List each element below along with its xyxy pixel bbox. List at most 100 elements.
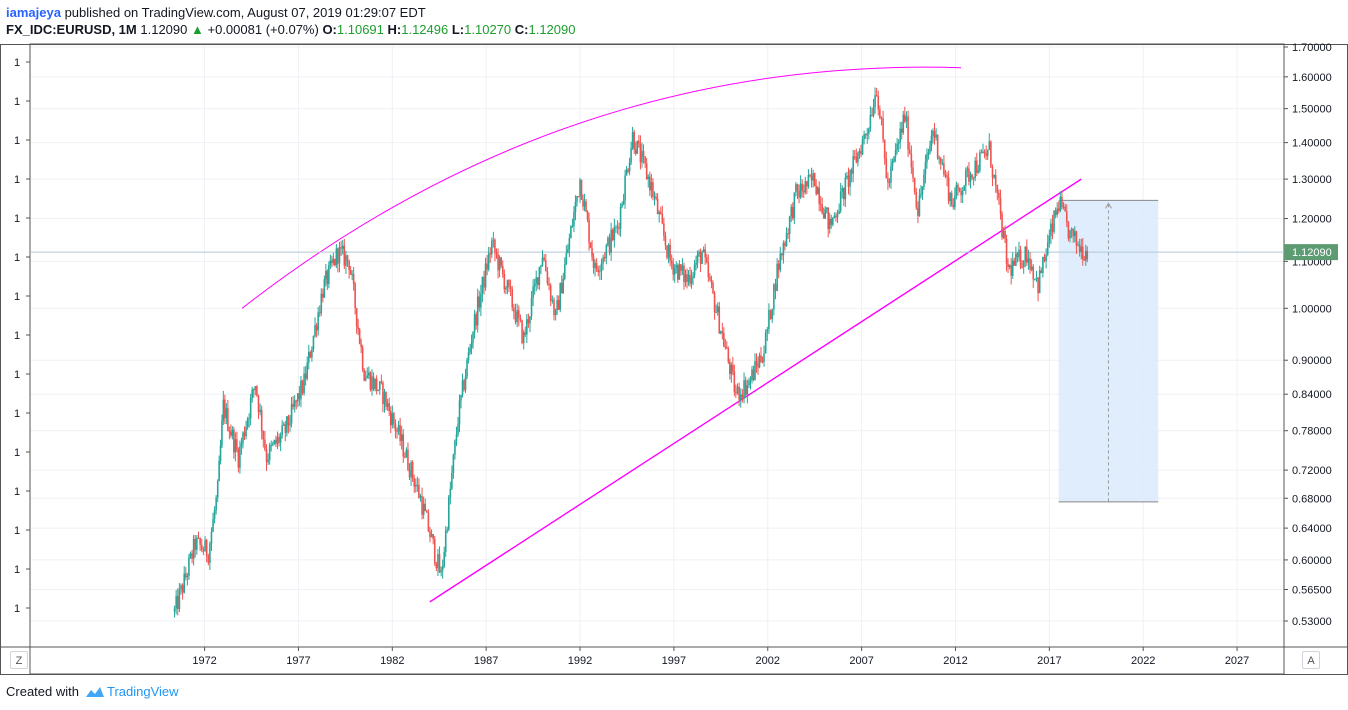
candle-body (1019, 249, 1022, 267)
candle-body (894, 149, 897, 157)
candle-body (619, 206, 622, 229)
candle-body (202, 549, 205, 552)
candle-body (259, 409, 261, 413)
close-value: 1.12090 (528, 22, 576, 37)
candle-body (506, 280, 509, 288)
auto-scale-button[interactable]: A (1302, 651, 1320, 669)
candle-body (771, 309, 774, 320)
candle-body (358, 329, 361, 344)
candle-body (461, 380, 464, 395)
candle-body (1022, 261, 1025, 267)
candle-body (430, 534, 433, 538)
resistance-arc[interactable] (241, 66, 962, 309)
candle-body (495, 252, 498, 255)
candle-body (307, 351, 310, 363)
candle-body (835, 215, 837, 218)
candle-body (631, 132, 634, 149)
candle-body (483, 276, 485, 288)
candle-body (500, 257, 502, 266)
candle-body (985, 153, 987, 156)
candle-body (872, 107, 875, 116)
left-tick-label: 1 (14, 57, 20, 69)
open-label: O: (322, 22, 337, 37)
time-axis[interactable]: 1972 1977 1982 1987 1992 1997 2002 2007 2012 2017… (192, 647, 1249, 667)
author-link[interactable]: iamajeya (6, 5, 61, 20)
candle-body (634, 149, 637, 154)
price-tick-label: 0.60000 (1292, 555, 1332, 567)
candle-body (677, 265, 679, 280)
candle-body (952, 204, 955, 208)
candle-body (405, 449, 408, 458)
candle-body (1046, 242, 1049, 255)
candle-body (472, 332, 474, 343)
candle-body (189, 553, 192, 558)
candle-body (768, 309, 770, 330)
candle-body (1050, 223, 1052, 236)
candle-body (287, 416, 290, 426)
candle-body (966, 168, 969, 171)
candle-body (980, 152, 983, 154)
candle-body (501, 265, 504, 274)
candle-body (650, 182, 653, 191)
candle-body (408, 469, 411, 478)
candle-body (769, 309, 772, 320)
tradingview-logo[interactable]: TradingView (83, 684, 179, 699)
candle-body (215, 497, 217, 511)
projection-arrowhead[interactable] (1105, 202, 1112, 209)
price-change: +0.00081 (+0.07%) (207, 22, 319, 37)
candle-body (924, 162, 927, 175)
candle-body (993, 174, 995, 178)
candle-body (990, 141, 992, 167)
candle-body (842, 187, 845, 200)
candle-body (738, 386, 740, 400)
candle-body (788, 216, 791, 235)
time-tick-label: 2027 (1225, 655, 1249, 667)
right-price-axis[interactable]: 1.70000 1.60000 1.50000 1.40000 1.30000 1.200… (1284, 42, 1338, 628)
candle-body (763, 353, 765, 363)
time-tick-label: 2002 (756, 655, 780, 667)
candle-body (605, 245, 608, 259)
candle-body (480, 293, 482, 308)
candle-body (385, 392, 387, 407)
candle-body (832, 217, 834, 225)
candle-body (1083, 259, 1086, 261)
candle-body (912, 167, 914, 178)
price-tick-label: 0.53000 (1292, 616, 1332, 628)
candle-body (1018, 249, 1020, 258)
candle-body (513, 307, 515, 312)
chart-drawings[interactable] (30, 66, 1284, 603)
candle-body (322, 293, 324, 298)
candle-body (804, 181, 807, 193)
support-trendline[interactable] (429, 178, 1082, 603)
candle-body (1070, 228, 1073, 231)
last-price-label-bg (1284, 244, 1338, 261)
candle-body (1080, 246, 1083, 252)
candle-body (481, 276, 484, 294)
candle-body (603, 257, 606, 259)
candle-body (776, 263, 778, 292)
candle-body (491, 241, 493, 255)
candle-body (346, 255, 349, 261)
candle-body (532, 286, 534, 299)
candle-body (864, 134, 867, 136)
candle-body (361, 347, 364, 370)
candle-body (686, 274, 688, 282)
left-tick-label: 1 (14, 330, 20, 342)
candle-body (386, 403, 389, 407)
candle-body (352, 274, 355, 284)
candle-body (325, 270, 327, 280)
candle-body (298, 393, 301, 400)
candle-body (331, 260, 333, 264)
candle-body (681, 265, 684, 271)
candle-body (541, 257, 544, 266)
candle-body (424, 503, 427, 512)
candle-body (227, 408, 229, 431)
candle-body (1043, 256, 1046, 262)
zoom-button[interactable]: Z (10, 651, 28, 669)
candle-body (175, 595, 177, 609)
candle-body (944, 174, 947, 176)
candle-body (852, 156, 854, 174)
candle-body (473, 314, 476, 333)
candle-body (905, 116, 908, 122)
